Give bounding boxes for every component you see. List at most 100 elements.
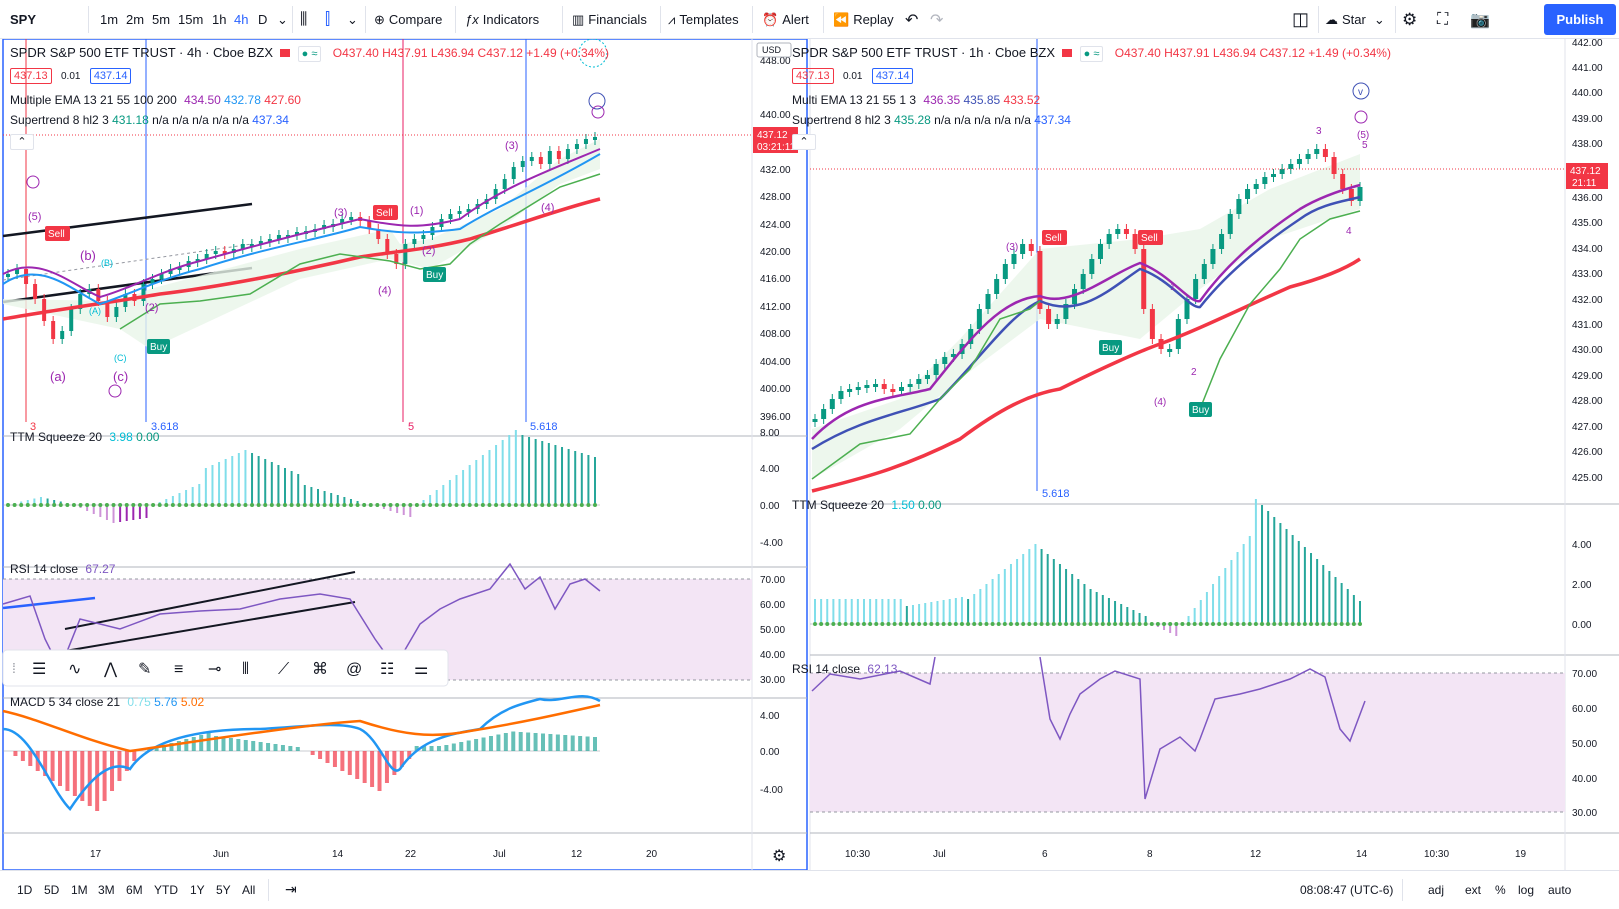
right-rsi-band [810, 673, 1565, 812]
wave-pattern-icon[interactable]: ∿ [68, 661, 81, 678]
range-1Y[interactable]: 1Y [190, 883, 205, 897]
collapse-legend-chevron-up-icon[interactable]: ⌃ [10, 134, 34, 150]
collapse-legend-chevron-up-icon[interactable]: ⌃ [792, 134, 816, 150]
right-price-axis[interactable]: 442.00 441.00 440.00 439.00 438.00 436.0… [1572, 39, 1603, 819]
top-toolbar: SPY 1m 2m 5m 15m 1h 4h D ⌄ ⫼ ⫿ ⌄ ⊕ Compar… [0, 0, 1619, 39]
interval-dropdown-icon[interactable]: ⌄ [277, 11, 288, 27]
range-5Y[interactable]: 5Y [216, 883, 231, 897]
right-ema-legend[interactable]: Multi EMA 13 21 55 1 3 436.35 435.85 433… [792, 93, 1040, 107]
squeeze-dot [586, 503, 591, 507]
ray-icon[interactable]: ⊸ [208, 661, 221, 678]
bid-value[interactable]: 437.13 [10, 68, 52, 84]
flag-icon[interactable] [1062, 49, 1073, 57]
interval-4h[interactable]: 4h [234, 12, 249, 27]
visibility-toggle[interactable]: ● ≈ [297, 46, 322, 62]
financials-button[interactable]: ▥ Financials [572, 11, 647, 28]
squeeze-dot [553, 503, 558, 507]
star-button[interactable]: ☁ Star ⌄ [1325, 11, 1385, 28]
right-rsi-legend[interactable]: RSI 14 close 62.13 [792, 662, 897, 676]
tick: 434.00 [1572, 244, 1603, 255]
redo-icon[interactable]: ↷ [930, 11, 944, 29]
squeeze-dot [929, 622, 934, 626]
auto-toggle[interactable]: auto [1548, 883, 1572, 897]
publish-button[interactable]: Publish [1544, 4, 1616, 35]
replay-button[interactable]: ⏪ Replay [833, 11, 894, 28]
go-to-date-icon[interactable]: ⇥ [285, 881, 297, 897]
left-time-axis[interactable]: 17 Jun 14 22 Jul 12 20 [90, 849, 658, 860]
alert-button[interactable]: ⏰ Alert [762, 11, 809, 28]
right-supertrend-legend[interactable]: Supertrend 8 hl2 3 435.28 n/a n/a n/a n/… [792, 113, 1071, 127]
bottom-toolbar: 1D 5D 1M 3M 6M YTD 1Y 5Y All ⇥ 08:08:47 … [0, 870, 1619, 909]
interval-1h[interactable]: 1h [212, 12, 227, 27]
ext-toggle[interactable]: ext [1465, 883, 1482, 897]
candle-body [1201, 264, 1207, 279]
symbol-search[interactable]: SPY [10, 12, 37, 27]
interval-15m[interactable]: 15m [178, 12, 204, 27]
visibility-toggle[interactable]: ● ≈ [1079, 46, 1104, 62]
abc-pattern-icon[interactable]: ⋀ [103, 661, 118, 678]
log-toggle[interactable]: log [1518, 883, 1535, 897]
left-ema-legend[interactable]: Multiple EMA 13 21 55 100 200 434.50 432… [10, 93, 301, 107]
squeeze-dot [1168, 622, 1173, 626]
undo-icon[interactable]: ↶ [905, 11, 919, 29]
camera-icon[interactable]: 📷 [1470, 11, 1490, 29]
right-time-axis[interactable]: 10:30 Jul 6 8 12 14 10:30 19 [845, 849, 1527, 860]
interval-5m[interactable]: 5m [152, 12, 171, 27]
range-1M[interactable]: 1M [71, 883, 88, 897]
left-supertrend-legend[interactable]: Supertrend 8 hl2 3 431.18 n/a n/a n/a n/… [10, 113, 289, 127]
ask-value[interactable]: 437.14 [89, 68, 132, 84]
templates-button[interactable]: ⩘ Templates [668, 11, 739, 28]
right-legend-title[interactable]: SPDR S&P 500 ETF TRUST · 1h · Cboe BZX ●… [792, 45, 1391, 62]
compare-button[interactable]: ⊕ Compare [374, 11, 443, 28]
fib-time-icon[interactable]: ⦀ [242, 661, 249, 678]
currency-button[interactable] [756, 42, 792, 58]
fib-retracement-icon[interactable]: ☷ [380, 661, 394, 678]
range-1D[interactable]: 1D [17, 883, 33, 897]
horizontal-lines-icon[interactable]: ☰ [32, 661, 46, 678]
clock-time[interactable]: 08:08:47 (UTC-6) [1300, 883, 1394, 897]
left-legend-title[interactable]: SPDR S&P 500 ETF TRUST · 4h · Cboe BZX ●… [10, 45, 609, 62]
layout-icon[interactable]: ◫ [1292, 9, 1310, 29]
range-6M[interactable]: 6M [126, 883, 143, 897]
left-ttm-legend[interactable]: TTM Squeeze 20 3.98 0.00 [10, 430, 159, 444]
pane-settings-gear-icon[interactable]: ⚙ [772, 848, 786, 865]
settings-gear-icon[interactable]: ⚙ [1402, 9, 1418, 29]
candle-body [864, 385, 870, 388]
left-price-axis[interactable]: 448.00 440.00 432.00 428.00 424.00 420.0… [760, 56, 791, 796]
range-YTD[interactable]: YTD [154, 883, 178, 897]
interval-2m[interactable]: 2m [126, 12, 145, 27]
brush-icon[interactable]: ✎ [138, 661, 151, 678]
interval-D[interactable]: D [258, 12, 268, 27]
fib-spiral-icon[interactable]: @ [346, 661, 362, 678]
settings-lines-icon[interactable]: ⚌ [414, 661, 428, 678]
candles-icon[interactable]: ⫿ [325, 10, 331, 28]
spread-value: 0.01 [61, 71, 81, 82]
percent-toggle[interactable]: % [1495, 883, 1506, 897]
chart-area[interactable]: ⁞ ☰ ∿ ⋀ ✎ ≡ ⊸ ⦀ ⟋ ⌘ @ ☷ ⚌ 448.00 440.00 … [0, 39, 1619, 870]
squeeze-dot [1327, 622, 1332, 626]
candle-body [222, 251, 227, 254]
indicators-button[interactable]: ƒx Indicators [465, 12, 540, 27]
chart-type-dropdown-icon[interactable]: ⌄ [347, 11, 358, 27]
node-pattern-icon[interactable]: ⌘ [312, 661, 328, 678]
right-ttm-legend[interactable]: TTM Squeeze 20 1.50 0.00 [792, 498, 941, 512]
bid-value[interactable]: 437.13 [792, 68, 834, 84]
range-All[interactable]: All [242, 883, 256, 897]
fullscreen-icon[interactable]: ⛶ [1437, 10, 1449, 28]
interval-1m[interactable]: 1m [100, 12, 119, 27]
squeeze-dot [1155, 622, 1160, 626]
candle-body [855, 387, 861, 390]
parallel-channel-icon[interactable]: ≡ [174, 661, 183, 678]
adj-toggle[interactable]: adj [1428, 883, 1445, 897]
range-5D[interactable]: 5D [44, 883, 60, 897]
price-tag-label: 437.12 [1570, 166, 1601, 177]
drag-handle-icon[interactable]: ⁞ [12, 660, 16, 676]
trend-line-icon[interactable]: ⟋ [278, 661, 290, 678]
squeeze-dot [1180, 622, 1185, 626]
ask-value[interactable]: 437.14 [871, 68, 914, 84]
flag-icon[interactable] [280, 49, 291, 57]
bar-style-icon[interactable]: ⫼ [300, 10, 308, 28]
range-3M[interactable]: 3M [98, 883, 115, 897]
left-rsi-legend[interactable]: RSI 14 close 67.27 [10, 562, 115, 576]
left-macd-legend[interactable]: MACD 5 34 close 21 0.75 5.76 5.02 [10, 695, 204, 709]
